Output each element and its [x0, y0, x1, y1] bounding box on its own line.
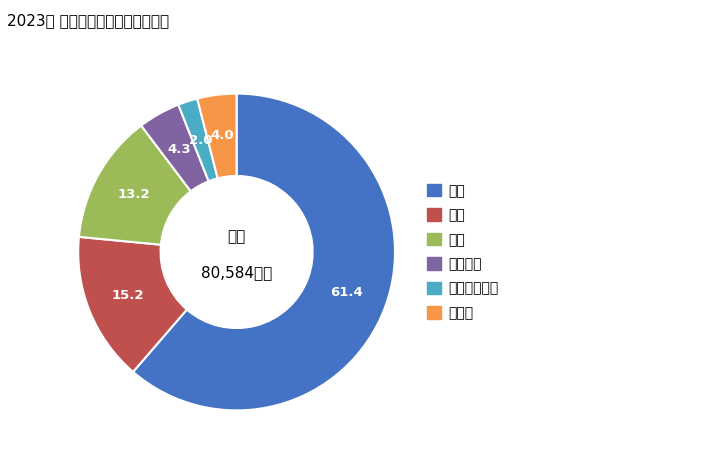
- Text: 総額: 総額: [227, 229, 246, 243]
- Text: 4.0: 4.0: [210, 129, 234, 142]
- Wedge shape: [133, 94, 395, 410]
- Text: 61.4: 61.4: [330, 286, 363, 299]
- Wedge shape: [141, 105, 209, 191]
- Wedge shape: [178, 99, 218, 181]
- Legend: 中国, 韓国, タイ, イタリア, インドネシア, その他: 中国, 韓国, タイ, イタリア, インドネシア, その他: [422, 178, 504, 326]
- Text: 2.0: 2.0: [189, 134, 212, 147]
- Wedge shape: [197, 94, 237, 178]
- Text: 13.2: 13.2: [118, 188, 151, 201]
- Wedge shape: [78, 237, 187, 372]
- Text: 80,584万円: 80,584万円: [201, 265, 272, 280]
- Wedge shape: [79, 126, 191, 245]
- Text: 15.2: 15.2: [111, 289, 144, 302]
- Text: 4.3: 4.3: [167, 143, 191, 156]
- Text: 2023年 輸入相手国のシェア（％）: 2023年 輸入相手国のシェア（％）: [7, 14, 170, 28]
